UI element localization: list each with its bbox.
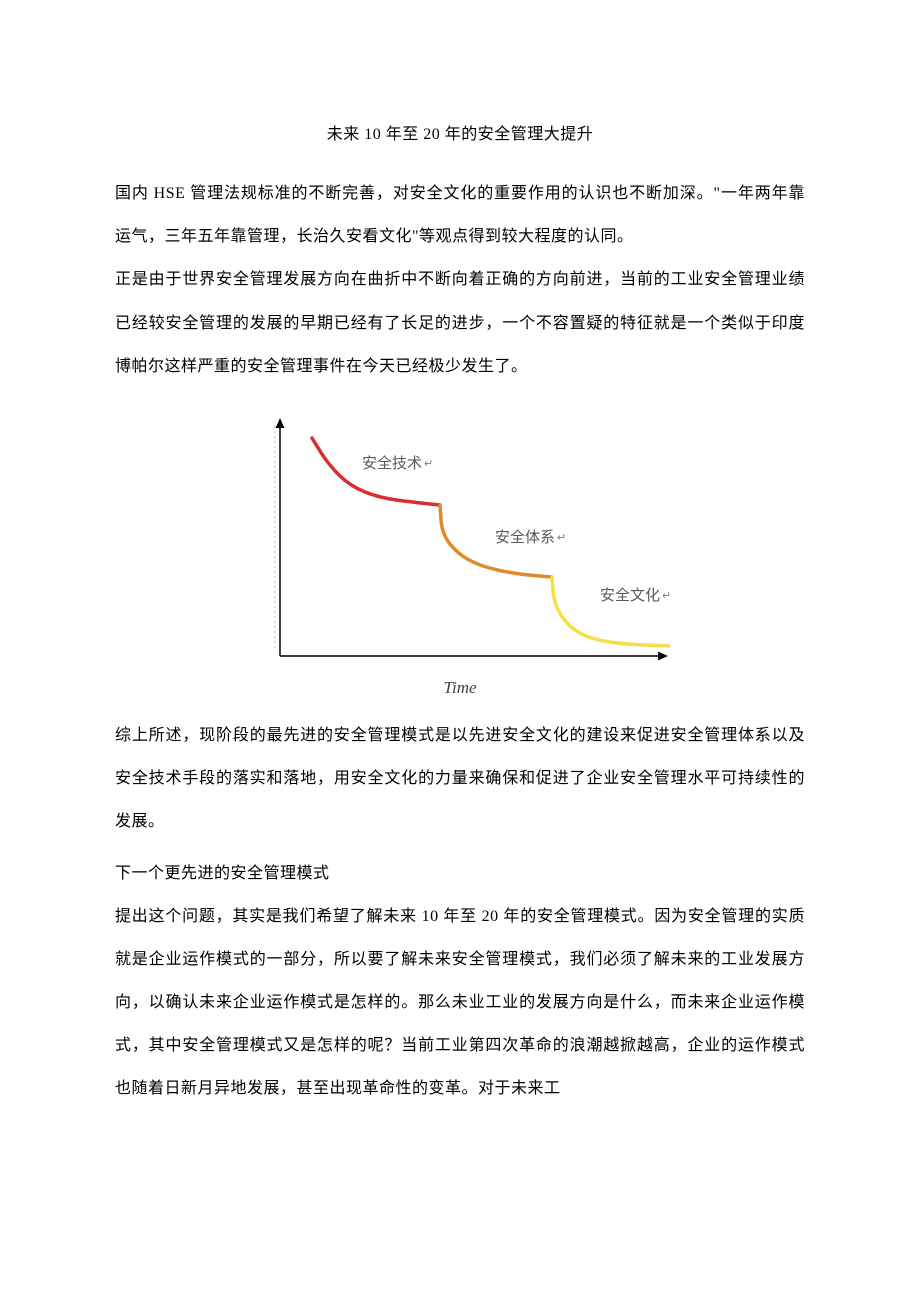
newline-mark-icon: ↵ [557, 532, 566, 544]
paragraph-4: 提出这个问题，其实是我们希望了解未来 10 年至 20 年的安全管理模式。因为安… [115, 895, 805, 1111]
chart-svg [250, 416, 670, 696]
chart-container: 安全技术↵ 安全体系↵ 安全文化↵ Time [115, 416, 805, 696]
paragraph-2: 正是由于世界安全管理发展方向在曲折中不断向着正确的方向前进，当前的工业安全管理业… [115, 258, 805, 388]
chart-label-system: 安全体系↵ [495, 526, 566, 547]
safety-stages-chart: 安全技术↵ 安全体系↵ 安全文化↵ Time [250, 416, 670, 696]
newline-mark-icon: ↵ [662, 590, 671, 602]
chart-label-culture: 安全文化↵ [600, 584, 671, 605]
document-page: 未来 10 年至 20 年的安全管理大提升 国内 HSE 管理法规标准的不断完善… [0, 0, 920, 1301]
paragraph-1: 国内 HSE 管理法规标准的不断完善，对安全文化的重要作用的认识也不断加深。"一… [115, 172, 805, 258]
paragraph-3: 综上所述，现阶段的最先进的安全管理模式是以先进安全文化的建设来促进安全管理体系以… [115, 714, 805, 844]
sub-heading: 下一个更先进的安全管理模式 [115, 852, 805, 895]
chart-label-tech: 安全技术↵ [362, 452, 433, 473]
newline-mark-icon: ↵ [424, 458, 433, 470]
page-title: 未来 10 年至 20 年的安全管理大提升 [115, 120, 805, 144]
x-axis-label: Time [443, 678, 476, 698]
